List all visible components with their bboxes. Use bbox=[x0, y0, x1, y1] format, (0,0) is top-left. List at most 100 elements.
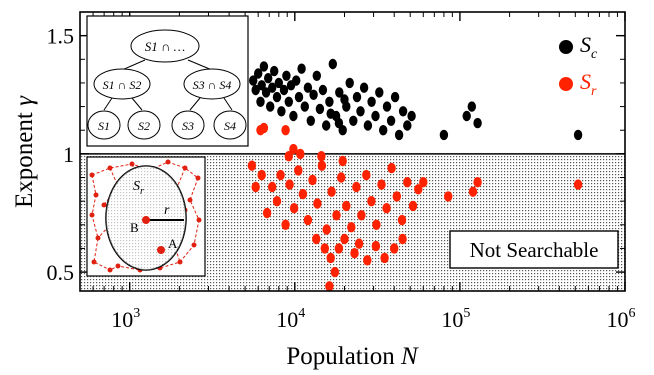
point-sc bbox=[272, 91, 282, 103]
point-sc bbox=[284, 96, 293, 108]
point-sc bbox=[371, 110, 380, 122]
point-sr bbox=[325, 281, 334, 291]
tree-leaf-label: S2 bbox=[138, 119, 150, 133]
point-sr bbox=[285, 179, 294, 190]
point-sc bbox=[282, 70, 291, 82]
point-sr bbox=[326, 252, 335, 264]
point-sr bbox=[317, 151, 326, 162]
point-sr bbox=[419, 177, 428, 188]
point-sc bbox=[257, 80, 266, 91]
x-axis-title: Population N bbox=[286, 343, 419, 370]
point-sr bbox=[392, 191, 401, 202]
legend-marker-sc bbox=[559, 40, 573, 54]
point-sc bbox=[309, 89, 318, 101]
point-sc bbox=[467, 101, 476, 112]
point-sc bbox=[315, 103, 325, 115]
point-sr bbox=[357, 210, 366, 221]
point-sr bbox=[371, 240, 381, 252]
y-tick-label: 0.5 bbox=[47, 260, 75, 285]
point-sr bbox=[296, 148, 305, 160]
point-sr bbox=[347, 222, 356, 233]
point-sc bbox=[277, 106, 286, 117]
point-sr bbox=[320, 243, 329, 254]
point-sc bbox=[292, 75, 301, 86]
point-sr bbox=[473, 177, 482, 188]
point-sc bbox=[322, 120, 331, 131]
point-sr bbox=[352, 181, 361, 193]
point-sc bbox=[335, 87, 344, 98]
point-sr bbox=[294, 165, 303, 176]
point-sc bbox=[352, 91, 362, 103]
inset-network: Sr r B A bbox=[86, 156, 206, 277]
point-sr bbox=[372, 219, 381, 230]
tree-node-s3-s4 bbox=[183, 68, 241, 100]
point-sr bbox=[313, 198, 322, 209]
point-sc bbox=[403, 120, 412, 131]
tree-leaf-label: S1 bbox=[98, 119, 110, 133]
point-sr bbox=[247, 160, 257, 171]
point-sr bbox=[289, 143, 298, 155]
point-sc bbox=[300, 101, 309, 112]
point-sr bbox=[340, 233, 349, 245]
point-sc bbox=[349, 115, 358, 127]
point-sc bbox=[328, 58, 337, 70]
point-sc bbox=[407, 110, 416, 122]
point-sr bbox=[262, 207, 272, 219]
tree-node-s1-s2 bbox=[93, 68, 151, 100]
point-sc bbox=[439, 129, 449, 141]
point-sr bbox=[573, 179, 583, 190]
tree-leaf-s3 bbox=[171, 110, 205, 140]
point-sc bbox=[375, 87, 384, 98]
point-sr bbox=[337, 172, 346, 183]
plot-frame bbox=[79, 11, 626, 292]
point-sr bbox=[257, 169, 266, 181]
point-sc bbox=[289, 110, 298, 122]
point-sc bbox=[363, 120, 373, 131]
point-sr bbox=[268, 181, 277, 193]
point-sc bbox=[259, 61, 269, 72]
point-sr bbox=[380, 252, 389, 264]
point-sr bbox=[408, 200, 418, 212]
point-sc bbox=[274, 77, 283, 89]
legend-label-sc: Sc bbox=[580, 32, 598, 62]
point-sc bbox=[279, 84, 289, 96]
point-sc bbox=[398, 106, 408, 117]
point-sr bbox=[397, 214, 407, 226]
point-sc bbox=[390, 91, 400, 103]
point-sc bbox=[266, 101, 275, 112]
point-sr bbox=[403, 177, 412, 188]
tree-leaf-label: S3 bbox=[182, 119, 194, 133]
point-sr bbox=[444, 191, 453, 202]
point-a-label: A bbox=[168, 236, 178, 251]
point-sr bbox=[342, 200, 351, 212]
point-sr bbox=[377, 179, 386, 190]
tree-leaf-s4 bbox=[213, 110, 247, 140]
point-sr bbox=[312, 233, 321, 245]
point-sc bbox=[356, 106, 365, 117]
region-label-box: Not Searchable bbox=[449, 230, 619, 269]
tree-node-label: S3 ∩ S4 bbox=[193, 78, 232, 92]
point-sc bbox=[334, 117, 344, 129]
point-sr bbox=[387, 162, 396, 174]
point-sc bbox=[306, 115, 315, 127]
point-sc bbox=[249, 75, 258, 86]
x-tick-label: 106 bbox=[607, 306, 636, 332]
point-sc bbox=[573, 129, 583, 141]
point-sr bbox=[303, 214, 313, 226]
tree-root-node bbox=[130, 29, 200, 63]
point-sc bbox=[312, 70, 321, 82]
point-sc bbox=[345, 77, 354, 89]
point-sc bbox=[261, 87, 271, 98]
point-sc bbox=[318, 84, 328, 96]
point-sc bbox=[264, 73, 273, 84]
point-sc bbox=[340, 94, 349, 105]
point-sr bbox=[272, 196, 282, 207]
x-tick-label: 103 bbox=[111, 306, 140, 332]
point-sr bbox=[332, 210, 341, 221]
point-sr bbox=[327, 186, 336, 197]
point-sr bbox=[317, 160, 327, 171]
x-tick-label: 105 bbox=[441, 306, 470, 332]
data-points bbox=[247, 58, 583, 291]
point-sr bbox=[398, 233, 407, 245]
